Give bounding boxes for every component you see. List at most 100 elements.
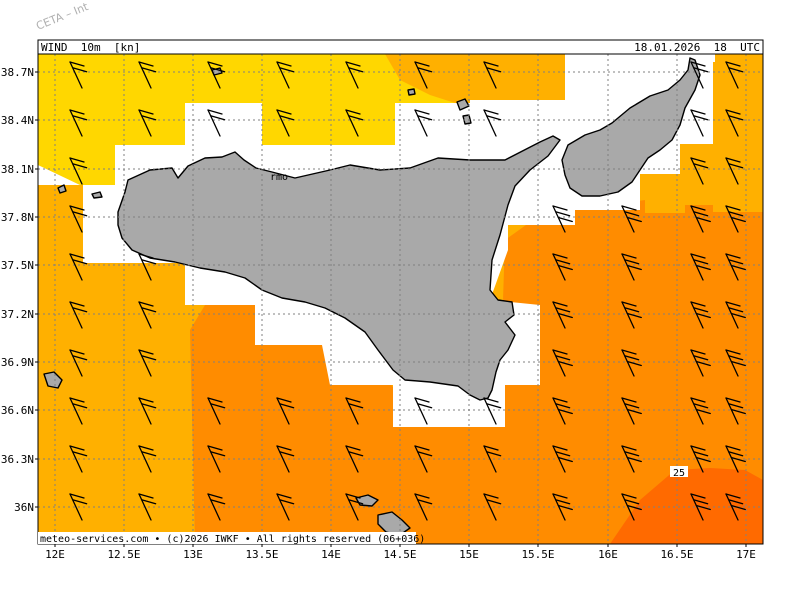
wind-barb (552, 397, 573, 425)
latitude-labels: 38.7N 38.4N 38.1N 37.8N 37.5N 37.2N 36.9N 36.6N… (1, 66, 38, 514)
wind-barb (621, 301, 642, 329)
wind-barb (483, 493, 502, 521)
wind-barb (621, 445, 642, 473)
latitude-label: 36N (14, 501, 34, 514)
wind-barb (725, 301, 746, 329)
wind-barb (69, 493, 88, 521)
watermark-text: CETA – Int (34, 0, 91, 33)
wind-barb (207, 61, 226, 89)
longitude-label: 12.5E (107, 548, 140, 561)
latitude-label: 36.6N (1, 404, 34, 417)
longitude-label: 13E (183, 548, 203, 561)
credit-text: meteo-services.com • (c)2026 IWKF • All … (40, 534, 425, 545)
wind-barb (138, 253, 157, 281)
latitude-label: 37.8N (1, 211, 34, 224)
wind-barb (690, 301, 711, 329)
speed-zone-15-20-north (385, 54, 565, 103)
wind-barb (552, 349, 573, 377)
latitude-label: 37.2N (1, 308, 34, 321)
latitude-label: 38.1N (1, 163, 34, 176)
longitude-label: 16E (598, 548, 618, 561)
wind-barb (725, 253, 746, 281)
wind-barb (725, 397, 746, 425)
wind-barb (69, 349, 88, 377)
malta-island (377, 511, 411, 536)
wind-barb (725, 349, 746, 377)
wind-barb (690, 493, 711, 521)
wind-barb (725, 157, 744, 185)
wind-barb (69, 445, 88, 473)
wind-barb (414, 61, 433, 89)
wind-barb (725, 493, 746, 521)
longitude-label: 14E (321, 548, 341, 561)
wind-barb (483, 61, 502, 89)
wind-barb (345, 61, 364, 89)
header-bar (37, 39, 764, 55)
wind-barb (725, 61, 744, 89)
lat-lon-grid (38, 54, 763, 544)
wind-barb (69, 253, 88, 281)
wind-barb (552, 205, 573, 233)
latitude-label: 38.4N (1, 114, 34, 127)
speed-zone-15-20-ne (713, 62, 763, 212)
wind-barb (69, 61, 88, 89)
wind-barb (138, 301, 157, 329)
wind-barb (483, 445, 502, 473)
wind-barb (138, 397, 157, 425)
contour-label-bg (670, 466, 688, 477)
wind-barb (138, 349, 157, 377)
valid-datetime: 18.01.2026 18 UTC (634, 41, 760, 54)
wind-barb (621, 205, 642, 233)
wind-barb (483, 397, 502, 425)
speed-zone-25-30 (610, 468, 763, 544)
wind-barb (690, 61, 709, 89)
wind-barb (345, 445, 364, 473)
wind-barb (725, 205, 746, 233)
wind-barb (725, 109, 744, 137)
wind-barb (138, 109, 157, 137)
wind-barb (69, 397, 88, 425)
speed-zone-15-20-e (645, 183, 685, 213)
longitude-label: 12E (45, 548, 65, 561)
wind-barb (345, 493, 364, 521)
wind-barb (690, 397, 711, 425)
wind-barb (483, 109, 502, 137)
contour-label: 25 (673, 468, 685, 479)
wind-barb (138, 61, 157, 89)
wind-barb (552, 445, 573, 473)
wind-barb (69, 109, 88, 137)
egadi-island-2 (91, 191, 103, 199)
wind-barb (207, 445, 226, 473)
wind-barb (345, 397, 364, 425)
wind-barb (276, 397, 295, 425)
calabria-landmass (561, 57, 701, 197)
sicily-landmass (117, 135, 561, 401)
speed-zone-20-25 (190, 165, 763, 544)
wind-barb (69, 205, 88, 233)
longitude-label: 14.5E (383, 548, 416, 561)
wind-barb (690, 157, 709, 185)
wind-barb (621, 253, 642, 281)
pantelleria-island (43, 371, 63, 389)
egadi-island (57, 184, 67, 194)
wind-barb (345, 109, 364, 137)
wind-barb (690, 349, 711, 377)
speed-zone-15-20-west (38, 185, 83, 265)
wind-barb (207, 493, 226, 521)
longitude-label: 15E (459, 548, 479, 561)
wind-barb (276, 61, 295, 89)
wind-barb (621, 397, 642, 425)
wind-barb (69, 157, 88, 185)
longitude-labels: 12E 12.5E 13E 13.5E 14E 14.5E 15E 15.5E 16E 16.5E… (45, 544, 756, 561)
wind-barb (414, 445, 433, 473)
wind-barb (725, 445, 746, 473)
wind-barb (552, 301, 573, 329)
latitude-label: 37.5N (1, 259, 34, 272)
longitude-label: 13.5E (245, 548, 278, 561)
salina-island (407, 88, 416, 96)
longitude-label: 17E (736, 548, 756, 561)
wind-barb (414, 397, 433, 425)
wind-barb (690, 445, 711, 473)
wind-barb (207, 397, 226, 425)
